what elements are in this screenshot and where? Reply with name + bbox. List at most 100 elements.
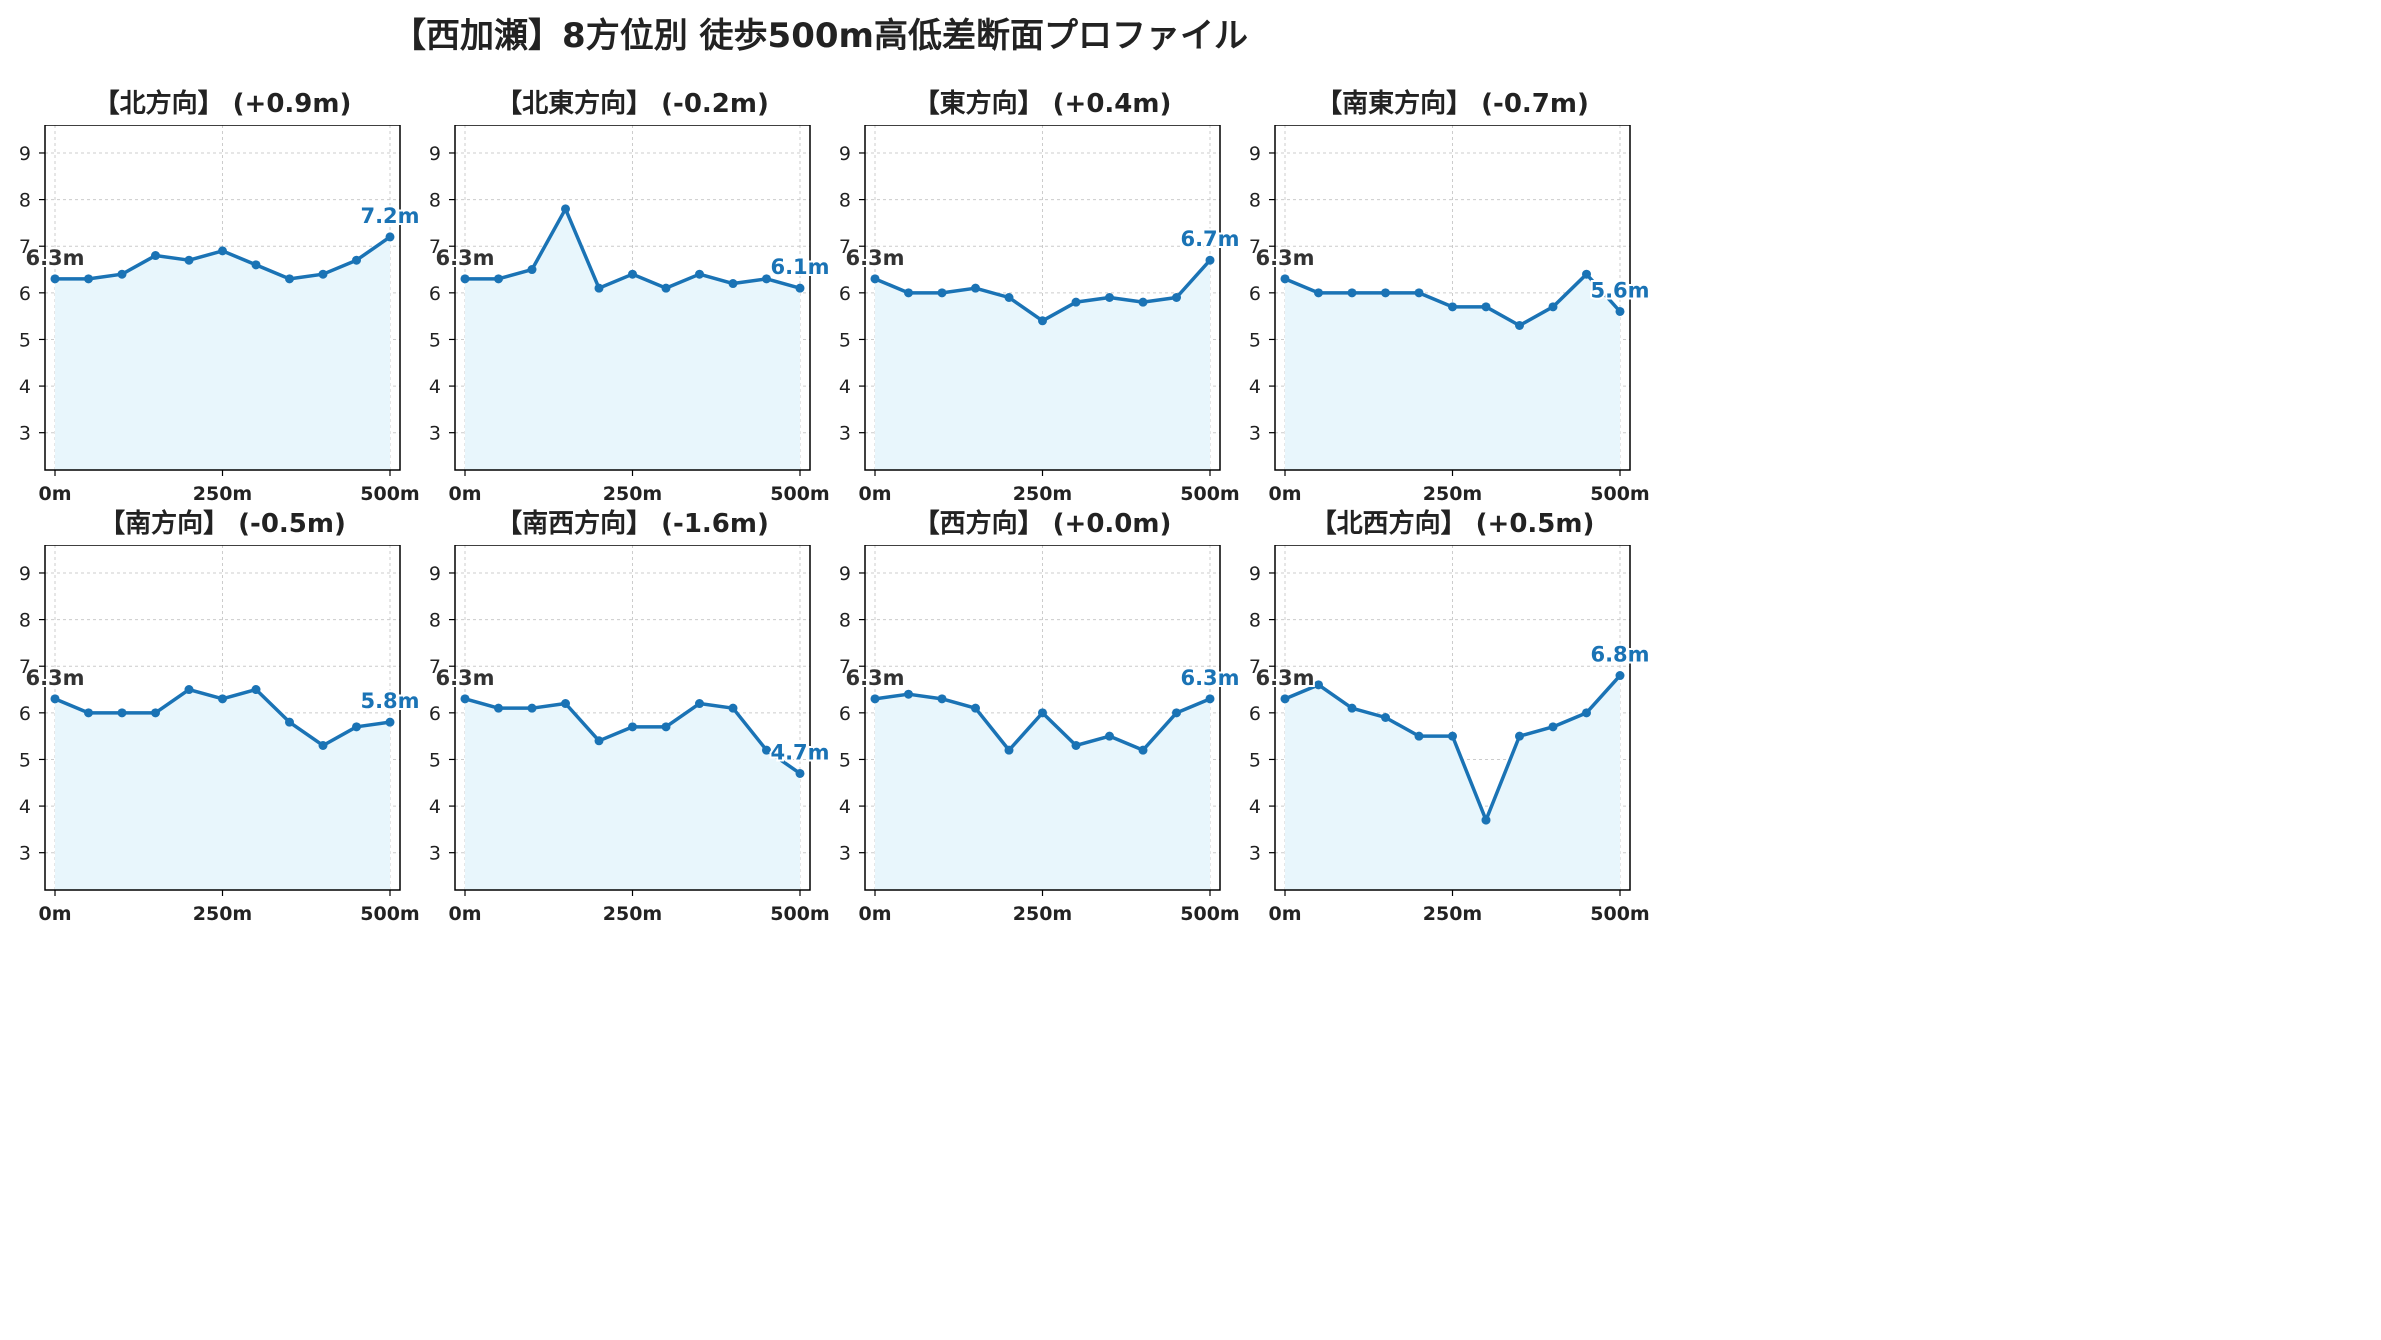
x-tick-label: 250m: [603, 903, 662, 925]
x-tick-label: 0m: [858, 483, 891, 505]
y-tick-label: 4: [1249, 796, 1261, 818]
y-tick-label: 8: [429, 190, 441, 212]
data-point: [285, 274, 294, 284]
x-tick-label: 250m: [193, 903, 252, 925]
y-tick-label: 9: [429, 563, 441, 585]
data-point: [50, 274, 60, 284]
x-tick-label: 250m: [1013, 903, 1072, 925]
data-point: [1347, 288, 1357, 298]
x-tick-label: 500m: [1590, 483, 1649, 505]
y-tick-label: 6: [19, 283, 31, 305]
data-point: [527, 703, 537, 713]
panel-title: 【南方向】 (-0.5m): [99, 509, 346, 539]
data-point: [628, 722, 637, 732]
data-point: [1105, 293, 1114, 302]
data-point: [1205, 255, 1215, 265]
data-point: [762, 274, 771, 284]
y-tick-label: 5: [839, 329, 851, 351]
y-tick-label: 6: [429, 703, 441, 725]
panel-title: 【西方向】 (+0.0m): [913, 509, 1172, 539]
area-fill: [875, 260, 1210, 470]
panel-title: 【南東方向】 (-0.7m): [1316, 89, 1589, 119]
figure-title: 【西加瀬】8方位別 徒歩500m高低差断面プロファイル: [392, 16, 1248, 56]
y-tick-label: 3: [19, 423, 31, 445]
profile-chart: 3 4 5 6 7 8 9 0m 250m 500m 6.3m 5.6m: [1249, 125, 1652, 505]
area-fill: [1285, 675, 1620, 890]
data-point: [661, 283, 671, 293]
data-point: [594, 736, 604, 746]
data-point: [318, 740, 328, 750]
data-point: [1381, 713, 1390, 722]
y-tick-label: 9: [19, 563, 31, 585]
y-tick-label: 3: [19, 843, 31, 865]
area-fill: [55, 236, 390, 470]
x-tick-label: 0m: [1268, 903, 1301, 925]
data-point: [1205, 694, 1215, 704]
data-point: [460, 274, 470, 284]
data-point: [971, 283, 980, 293]
data-point: [1548, 302, 1558, 312]
data-point: [50, 694, 60, 704]
y-tick-label: 6: [839, 703, 851, 725]
end-value-label: 6.7m: [1180, 227, 1239, 251]
profile-chart: 3 4 5 6 7 8 9 0m 250m 500m 6.3m 4.7m: [429, 545, 832, 925]
data-point: [870, 274, 880, 284]
data-point: [385, 717, 395, 727]
data-point: [494, 274, 503, 284]
data-point: [1414, 288, 1424, 298]
y-tick-label: 7: [429, 656, 441, 678]
data-point: [1582, 269, 1591, 279]
end-value-label: 7.2m: [360, 204, 419, 228]
data-point: [1038, 316, 1047, 326]
data-point: [1314, 288, 1323, 298]
y-tick-label: 5: [429, 749, 441, 771]
data-point: [251, 260, 261, 270]
start-value-label: 6.3m: [845, 246, 904, 270]
data-point: [695, 269, 704, 279]
y-tick-label: 8: [839, 610, 851, 632]
panel-title: 【東方向】 (+0.4m): [913, 89, 1172, 119]
y-tick-label: 5: [839, 749, 851, 771]
y-tick-label: 9: [1249, 563, 1261, 585]
start-value-label: 6.3m: [1255, 246, 1314, 270]
x-tick-label: 0m: [38, 903, 71, 925]
y-tick-label: 8: [1249, 190, 1261, 212]
data-point: [218, 694, 227, 704]
y-tick-label: 3: [1249, 843, 1261, 865]
y-tick-label: 5: [19, 329, 31, 351]
data-point: [1448, 302, 1457, 312]
y-tick-label: 4: [19, 796, 31, 818]
x-tick-label: 500m: [360, 903, 419, 925]
data-point: [1515, 320, 1524, 330]
y-tick-label: 5: [1249, 329, 1261, 351]
x-tick-label: 500m: [360, 483, 419, 505]
data-point: [937, 288, 947, 298]
data-point: [1448, 731, 1457, 741]
profile-chart: 3 4 5 6 7 8 9 0m 250m 500m 6.3m 6.3m: [839, 545, 1242, 925]
data-point: [352, 722, 361, 732]
data-point: [728, 279, 738, 289]
data-point: [84, 274, 93, 284]
data-point: [117, 708, 127, 718]
data-point: [1071, 297, 1081, 307]
data-point: [352, 255, 361, 265]
y-tick-label: 9: [19, 143, 31, 165]
start-value-label: 6.3m: [435, 666, 494, 690]
data-point: [84, 708, 93, 718]
y-tick-label: 7: [1249, 236, 1261, 258]
panel-title: 【北東方向】 (-0.2m): [496, 89, 769, 119]
data-point: [1172, 293, 1181, 302]
data-point: [795, 283, 805, 293]
y-tick-label: 6: [839, 283, 851, 305]
data-point: [762, 745, 771, 755]
data-point: [318, 269, 328, 279]
data-point: [1582, 708, 1591, 718]
y-tick-label: 7: [429, 236, 441, 258]
x-tick-label: 250m: [603, 483, 662, 505]
chart-grid: 【北方向】 (+0.9m) 3 4 5 6 7 8 9 0m 250m 500m 6.3m 7.2m 【北…: [19, 89, 1652, 925]
y-tick-label: 9: [429, 143, 441, 165]
data-point: [971, 703, 980, 713]
x-tick-label: 0m: [448, 483, 481, 505]
y-tick-label: 4: [19, 376, 31, 398]
data-point: [628, 269, 637, 279]
